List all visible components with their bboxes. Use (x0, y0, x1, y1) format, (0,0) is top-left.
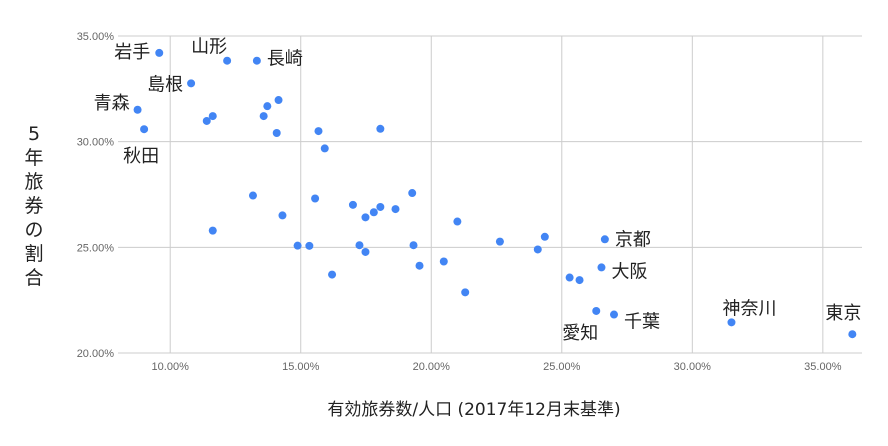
y-tick-label: 30.00% (77, 137, 115, 149)
y-axis-label-char: 旅 (24, 171, 43, 193)
data-point (133, 105, 142, 114)
point-label: 長崎 (267, 49, 303, 70)
data-point (311, 194, 320, 203)
point-label: 岩手 (114, 42, 150, 63)
y-axis-label-char: 券 (24, 195, 43, 217)
data-point (415, 261, 424, 270)
data-point (439, 257, 448, 266)
data-point (155, 48, 164, 57)
data-point (597, 263, 606, 272)
data-point (565, 273, 574, 282)
axis-ticks: 10.00% 15.00% 20.00% 25.00% 30.00% 35.00% 20.0… (77, 31, 842, 373)
y-axis-label-char: 合 (24, 267, 43, 289)
data-point (533, 245, 542, 254)
y-axis-label-char: 割 (24, 243, 43, 265)
point-label: 神奈川 (722, 298, 776, 319)
data-point (727, 318, 736, 327)
point-label: 島根 (147, 74, 183, 95)
point-label: 山形 (191, 37, 227, 58)
data-point (305, 241, 314, 250)
data-point (208, 112, 217, 121)
data-point (610, 310, 618, 319)
y-tick-label: 20.00% (77, 348, 115, 360)
data-point (376, 202, 385, 211)
data-point (592, 306, 601, 315)
data-point (293, 241, 302, 250)
data-point (409, 241, 418, 250)
data-point (848, 330, 857, 339)
data-point (248, 191, 257, 200)
x-tick-label: 35.00% (804, 361, 842, 373)
data-point (391, 205, 400, 214)
x-axis-label: 有効旅券数/人口 (2017年12月末基準) (327, 400, 620, 420)
data-points (133, 48, 857, 339)
data-point (320, 144, 329, 153)
data-point (361, 247, 370, 256)
x-tick-label: 25.00% (543, 361, 581, 373)
point-label: 千葉 (624, 312, 660, 333)
point-label: 東京 (825, 303, 861, 324)
y-tick-label: 25.00% (77, 242, 115, 254)
x-tick-label: 30.00% (674, 361, 712, 373)
data-point (314, 127, 323, 136)
data-point (274, 96, 283, 105)
y-tick-label: 35.00% (77, 31, 115, 43)
data-point (461, 288, 470, 297)
grid (118, 35, 862, 354)
y-axis-label-char: 年 (24, 147, 43, 169)
y-axis-label-char: 5 (28, 123, 40, 145)
x-tick-label: 10.00% (152, 361, 190, 373)
data-point (453, 217, 462, 226)
x-tick-label: 15.00% (282, 361, 320, 373)
data-point (361, 213, 370, 222)
data-point (600, 235, 609, 244)
data-point (252, 56, 261, 65)
x-tick-label: 20.00% (413, 361, 451, 373)
point-label: 愛知 (562, 323, 598, 344)
data-point (263, 102, 272, 111)
point-label: 大阪 (611, 261, 647, 282)
data-point (376, 124, 385, 133)
data-point (278, 211, 287, 220)
data-point (348, 200, 357, 209)
data-point (328, 270, 337, 279)
data-point (408, 189, 417, 198)
data-point (540, 232, 549, 241)
data-point (140, 125, 149, 134)
point-label: 青森 (94, 93, 130, 114)
data-point (355, 241, 364, 250)
data-point (187, 79, 196, 88)
data-point (495, 237, 504, 246)
data-point (272, 129, 281, 138)
data-point (575, 276, 584, 285)
y-axis-label-char: の (24, 219, 43, 241)
data-point (259, 112, 268, 121)
data-point (208, 226, 217, 235)
data-point (369, 208, 378, 217)
point-label: 京都 (615, 229, 651, 250)
point-label: 秋田 (123, 146, 159, 167)
data-point (223, 56, 232, 65)
data-point (202, 116, 211, 125)
